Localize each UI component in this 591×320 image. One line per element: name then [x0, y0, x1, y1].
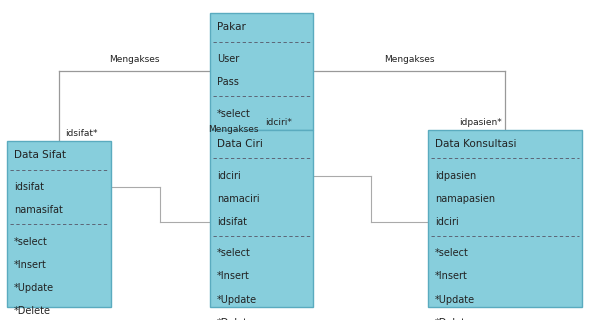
- Text: *Delete: *Delete: [435, 317, 472, 320]
- Text: *Delete: *Delete: [217, 317, 254, 320]
- Text: *Update: *Update: [435, 294, 475, 305]
- Text: namapasien: namapasien: [435, 194, 495, 204]
- Text: *select: *select: [217, 108, 251, 119]
- Text: *select: *select: [435, 248, 469, 259]
- Text: *Insert: *Insert: [14, 260, 47, 270]
- Text: idciri*: idciri*: [265, 118, 292, 127]
- Text: *Insert: *Insert: [435, 271, 468, 282]
- Text: *select: *select: [14, 236, 48, 247]
- FancyBboxPatch shape: [210, 130, 313, 307]
- Text: Pakar: Pakar: [217, 22, 246, 32]
- Text: User: User: [217, 54, 239, 64]
- Text: idsifat*: idsifat*: [64, 129, 97, 138]
- Text: Pass: Pass: [217, 77, 239, 87]
- Text: *Delete: *Delete: [14, 306, 51, 316]
- Text: Mengakses: Mengakses: [384, 55, 434, 64]
- Text: idpasien: idpasien: [435, 171, 476, 181]
- Text: *Insert: *Insert: [217, 271, 250, 282]
- FancyBboxPatch shape: [7, 141, 111, 307]
- Text: *Update: *Update: [217, 294, 257, 305]
- Text: Data Sifat: Data Sifat: [14, 150, 66, 160]
- Text: Mengakses: Mengakses: [208, 125, 259, 134]
- Text: idciri: idciri: [217, 171, 241, 181]
- FancyBboxPatch shape: [428, 130, 582, 307]
- Text: idsifat: idsifat: [14, 182, 44, 192]
- Text: Mengakses: Mengakses: [109, 55, 160, 64]
- Text: namaciri: namaciri: [217, 194, 259, 204]
- Text: *Update: *Update: [14, 283, 54, 293]
- Text: idsifat: idsifat: [217, 217, 247, 227]
- Text: *select: *select: [217, 248, 251, 259]
- Text: Data Konsultasi: Data Konsultasi: [435, 139, 517, 149]
- Text: idpasien*: idpasien*: [459, 118, 502, 127]
- FancyBboxPatch shape: [210, 13, 313, 130]
- Text: idciri: idciri: [435, 217, 459, 227]
- Text: Data Ciri: Data Ciri: [217, 139, 263, 149]
- Text: namasifat: namasifat: [14, 205, 63, 215]
